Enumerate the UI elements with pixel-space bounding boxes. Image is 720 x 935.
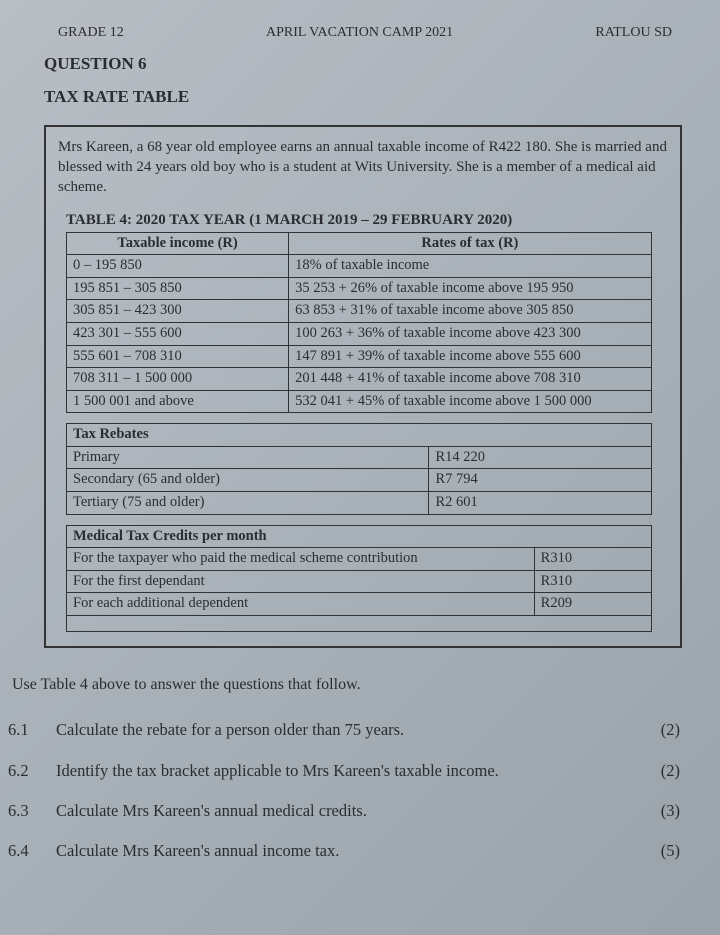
- questions-section: Use Table 4 above to answer the question…: [8, 674, 702, 863]
- cell-label: Tertiary (75 and older): [67, 491, 429, 514]
- cell-income: 555 601 – 708 310: [67, 345, 289, 368]
- sub-marks: (5): [640, 840, 680, 862]
- cell-rate: 201 448 + 41% of taxable income above 70…: [289, 368, 651, 391]
- cell-label: Secondary (65 and older): [67, 469, 429, 492]
- sub-question: 6.4 Calculate Mrs Kareen's annual income…: [8, 840, 702, 862]
- cell-income: 195 851 – 305 850: [67, 277, 289, 300]
- cell-value: R310: [534, 548, 651, 571]
- rebates-title: Tax Rebates: [67, 424, 652, 447]
- cell-income: 305 851 – 423 300: [67, 300, 289, 323]
- cell-rate: 532 041 + 45% of taxable income above 1 …: [289, 390, 651, 413]
- sub-text: Calculate Mrs Kareen's annual income tax…: [56, 840, 640, 862]
- intro-paragraph: Mrs Kareen, a 68 year old employee earns…: [58, 137, 668, 198]
- sub-number: 6.3: [8, 800, 56, 822]
- sub-number: 6.1: [8, 719, 56, 741]
- medical-credits-table: Medical Tax Credits per month For the ta…: [66, 525, 652, 632]
- cell-rate: 18% of taxable income: [289, 255, 651, 278]
- table-row: Secondary (65 and older)R7 794: [67, 469, 652, 492]
- table-caption: TABLE 4: 2020 TAX YEAR (1 MARCH 2019 – 2…: [66, 210, 668, 230]
- cell-rate: 63 853 + 31% of taxable income above 305…: [289, 300, 651, 323]
- table-row: PrimaryR14 220: [67, 446, 652, 469]
- cell-rate: 35 253 + 26% of taxable income above 195…: [289, 277, 651, 300]
- sub-question: 6.2 Identify the tax bracket applicable …: [8, 760, 702, 782]
- rebates-table: Tax Rebates PrimaryR14 220 Secondary (65…: [66, 423, 652, 514]
- cell-rate: 100 263 + 36% of taxable income above 42…: [289, 323, 651, 346]
- table-row: Tertiary (75 and older)R2 601: [67, 491, 652, 514]
- sub-marks: (2): [640, 719, 680, 741]
- cell-label: For the first dependant: [67, 570, 535, 593]
- sub-question: 6.1 Calculate the rebate for a person ol…: [8, 719, 702, 741]
- cell-value: R2 601: [429, 491, 651, 514]
- cell-value: R310: [534, 570, 651, 593]
- table-row: 708 311 – 1 500 000201 448 + 41% of taxa…: [67, 368, 652, 391]
- camp-label: APRIL VACATION CAMP 2021: [266, 24, 453, 43]
- sub-text: Identify the tax bracket applicable to M…: [56, 760, 640, 782]
- cell-label: For the taxpayer who paid the medical sc…: [67, 548, 535, 571]
- cell-income: 423 301 – 555 600: [67, 323, 289, 346]
- table-row: For the taxpayer who paid the medical sc…: [67, 548, 652, 571]
- cell-value: R7 794: [429, 469, 651, 492]
- cell-value: R209: [534, 593, 651, 616]
- sub-text: Calculate the rebate for a person older …: [56, 719, 640, 741]
- section-title: TAX RATE TABLE: [8, 86, 702, 109]
- table-header-row: Medical Tax Credits per month: [67, 525, 652, 548]
- table-row: 195 851 – 305 85035 253 + 26% of taxable…: [67, 277, 652, 300]
- cell-income: 708 311 – 1 500 000: [67, 368, 289, 391]
- empty-cell: [67, 615, 652, 631]
- table-row: 555 601 – 708 310147 891 + 39% of taxabl…: [67, 345, 652, 368]
- table-row: [67, 615, 652, 631]
- medical-title: Medical Tax Credits per month: [67, 525, 652, 548]
- sub-question: 6.3 Calculate Mrs Kareen's annual medica…: [8, 800, 702, 822]
- table-row: 423 301 – 555 600100 263 + 36% of taxabl…: [67, 323, 652, 346]
- cell-rate: 147 891 + 39% of taxable income above 55…: [289, 345, 651, 368]
- col-header-rate: Rates of tax (R): [289, 232, 651, 255]
- page-header: GRADE 12 APRIL VACATION CAMP 2021 RATLOU…: [8, 24, 702, 47]
- sub-number: 6.4: [8, 840, 56, 862]
- cell-label: For each additional dependent: [67, 593, 535, 616]
- table-header-row: Tax Rebates: [67, 424, 652, 447]
- table-header-row: Taxable income (R) Rates of tax (R): [67, 232, 652, 255]
- cell-label: Primary: [67, 446, 429, 469]
- tax-rate-table: Taxable income (R) Rates of tax (R) 0 – …: [66, 232, 652, 414]
- district-label: RATLOU SD: [595, 24, 672, 43]
- table-row: For each additional dependentR209: [67, 593, 652, 616]
- col-header-income: Taxable income (R): [67, 232, 289, 255]
- grade-label: GRADE 12: [58, 24, 124, 43]
- table-row: 1 500 001 and above532 041 + 45% of taxa…: [67, 390, 652, 413]
- cell-value: R14 220: [429, 446, 651, 469]
- content-box: Mrs Kareen, a 68 year old employee earns…: [44, 125, 682, 648]
- sub-text: Calculate Mrs Kareen's annual medical cr…: [56, 800, 640, 822]
- question-number: QUESTION 6: [8, 53, 702, 76]
- sub-marks: (2): [640, 760, 680, 782]
- questions-prompt: Use Table 4 above to answer the question…: [8, 674, 702, 696]
- sub-marks: (3): [640, 800, 680, 822]
- cell-income: 1 500 001 and above: [67, 390, 289, 413]
- table-row: For the first dependantR310: [67, 570, 652, 593]
- table-row: 0 – 195 85018% of taxable income: [67, 255, 652, 278]
- sub-number: 6.2: [8, 760, 56, 782]
- cell-income: 0 – 195 850: [67, 255, 289, 278]
- table-row: 305 851 – 423 30063 853 + 31% of taxable…: [67, 300, 652, 323]
